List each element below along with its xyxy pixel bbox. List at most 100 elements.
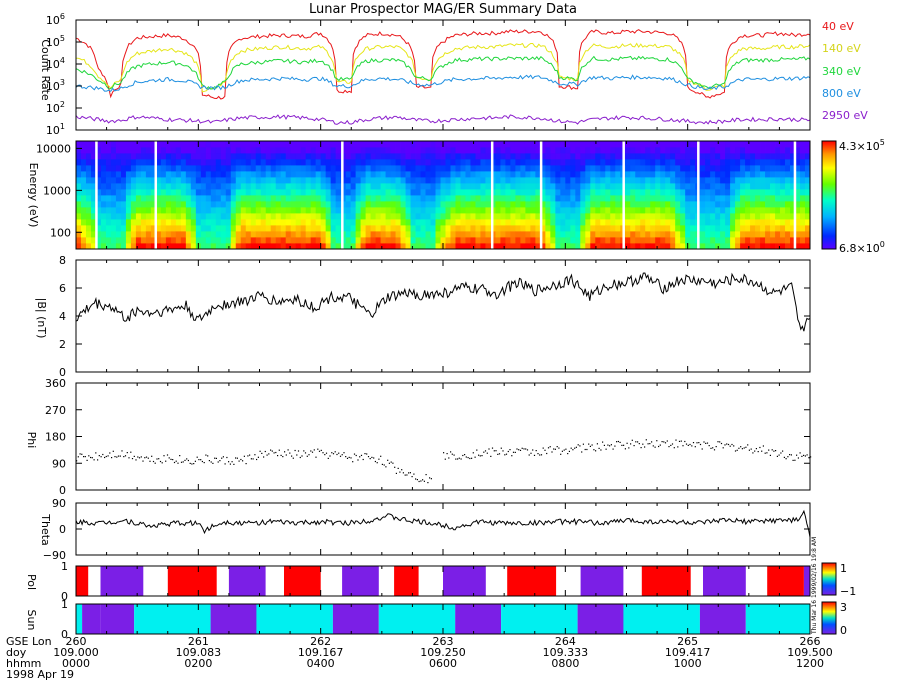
spectrogram-cell [735, 177, 741, 184]
spectrogram-cell [370, 177, 376, 184]
spectrogram-cell [235, 201, 242, 208]
spectrogram-cell [635, 195, 641, 202]
spectrogram-cell [230, 237, 237, 244]
spectrogram-cell [535, 225, 541, 232]
spectrogram-cell [685, 147, 691, 154]
spectrogram-cell [120, 153, 127, 160]
spectrogram-cell [205, 195, 212, 202]
spectrogram-cell [750, 141, 756, 148]
spectrogram-cell [205, 237, 212, 244]
phi-point [558, 447, 560, 449]
spectrogram-cell [160, 153, 167, 160]
spectrogram-cell [360, 165, 366, 172]
spectrogram-cell [805, 231, 811, 238]
spectrogram-cell [355, 225, 362, 232]
spectrogram-cell [595, 213, 601, 220]
spectrogram-cell [535, 207, 541, 214]
spectrogram-cell [255, 171, 262, 178]
spectrogram-cell [505, 213, 511, 220]
spectrogram-cell [445, 177, 451, 184]
spectrogram-cell [105, 207, 112, 214]
spectrogram-cell [705, 195, 711, 202]
spectrogram-cell [690, 171, 696, 178]
spectrogram-cell [520, 213, 526, 220]
spectrogram-cell [400, 225, 406, 232]
spectrogram-cell [555, 201, 561, 208]
spectrogram-cell [415, 177, 421, 184]
phi-point [133, 455, 135, 457]
spectrogram-cell [105, 177, 112, 184]
spectrogram-cell [400, 231, 406, 238]
spectrogram-cell [370, 141, 376, 148]
spectrogram-cell [670, 189, 676, 196]
spectrogram-cell [540, 171, 546, 178]
spectrogram-cell [140, 177, 147, 184]
spectrogram-cell [470, 207, 476, 214]
spectrogram-cell [210, 237, 217, 244]
spectrogram-cell [335, 171, 342, 178]
phi-point [264, 450, 266, 453]
spectrogram-cell [185, 225, 192, 232]
spectrogram-cell [510, 147, 516, 154]
spectrogram-cell [700, 231, 706, 238]
spectrogram-cell [85, 153, 92, 160]
spectrogram-cell [740, 159, 746, 166]
spectrogram-cell [770, 171, 776, 178]
spectrogram-cell [260, 243, 267, 250]
spectrogram-cell [185, 189, 192, 196]
spectrogram-cell [205, 219, 212, 226]
spectrogram-cell [280, 141, 287, 148]
spectrogram-cell [280, 195, 287, 202]
spectrogram-cell [485, 141, 491, 148]
spectrogram-cell [790, 147, 796, 154]
spectrogram-cell [200, 237, 207, 244]
phi-point [684, 440, 686, 443]
spectrogram-cell [730, 183, 736, 190]
phi-point [371, 456, 373, 458]
spectrogram-cell [495, 219, 501, 226]
spectrogram-cell [240, 207, 247, 214]
spectrogram-cell [565, 177, 571, 184]
spectrogram-cell [785, 243, 791, 250]
spectrogram-cell [460, 189, 466, 196]
spectrogram-cell [580, 153, 586, 160]
spectrogram-cell [595, 153, 601, 160]
spectrogram-cell [430, 195, 436, 202]
spectrogram-cell [190, 243, 197, 250]
spectrogram-cell [515, 177, 521, 184]
phi-point [180, 461, 183, 463]
spectrogram-cell [375, 171, 381, 178]
spectrogram-cell [195, 147, 202, 154]
xaxis-doy-label: 109.083 [176, 646, 222, 659]
spectrogram-cell [395, 177, 401, 184]
spectrogram-cell [725, 219, 731, 226]
spectrogram-cell [705, 177, 711, 184]
spectrogram-cell [450, 141, 456, 148]
spectrogram-cell [485, 207, 491, 214]
spectrogram-cell [755, 177, 761, 184]
spectrogram-cell [275, 189, 282, 196]
spectrogram-cell [580, 231, 586, 238]
spectrogram-cell [605, 207, 611, 214]
spectrogram-cell [76, 141, 82, 148]
spectrogram-cell [165, 201, 172, 208]
phi-point [332, 453, 335, 455]
spectrogram-cell [135, 219, 142, 226]
spectrogram-cell [570, 225, 576, 232]
spectrogram-cell [165, 177, 172, 184]
spectrogram-cell [505, 153, 511, 160]
spectrogram-cell [565, 231, 571, 238]
spectrogram-cell [455, 201, 461, 208]
spectrogram-cell [145, 243, 152, 250]
spectrogram-cell [705, 213, 711, 220]
spectrogram-cell [335, 153, 342, 160]
spectrogram-cell [76, 177, 82, 184]
spectrogram-cell [790, 195, 796, 202]
spectrogram-cell [405, 225, 411, 232]
spectrogram-cell [550, 195, 556, 202]
phi-point [394, 466, 396, 468]
spectrogram-cell [200, 183, 207, 190]
spectrogram-cell [215, 219, 222, 226]
spectrogram-cell [420, 213, 426, 220]
spectrogram-cell [520, 225, 526, 232]
